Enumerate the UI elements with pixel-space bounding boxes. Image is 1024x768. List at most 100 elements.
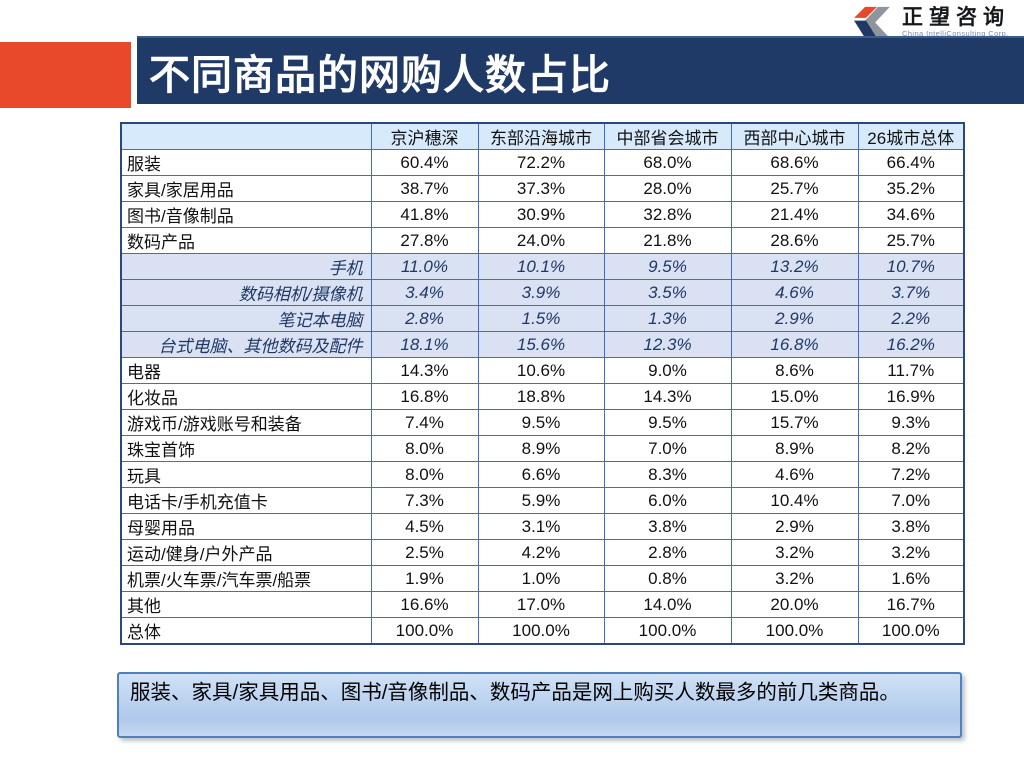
row-label: 数码产品 xyxy=(120,227,372,254)
row-value: 38.7% xyxy=(370,175,479,202)
row-value: 25.7% xyxy=(857,227,965,254)
shopping-share-table: 京沪穗深 东部沿海城市 中部省会城市 西部中心城市 26城市总体 服装 60.4% 72.2… xyxy=(120,122,965,645)
summary-note-box: 服装、家具/家具用品、图书/音像制品、数码产品是网上购买人数最多的前几类商品。 xyxy=(117,672,962,738)
row-value: 10.1% xyxy=(477,253,605,280)
row-value: 3.7% xyxy=(857,279,965,306)
row-value: 11.7% xyxy=(857,357,965,384)
row-value: 3.5% xyxy=(603,279,732,306)
table-row: 图书/音像制品 41.8% 30.9% 32.8% 21.4% 34.6% xyxy=(120,201,965,228)
row-value: 8.6% xyxy=(730,357,859,384)
column-header: 东部沿海城市 xyxy=(477,122,605,150)
row-value: 3.2% xyxy=(730,565,859,592)
row-value: 72.2% xyxy=(477,149,605,176)
column-header: 京沪穗深 xyxy=(370,122,479,150)
row-label: 笔记本电脑 xyxy=(120,305,372,332)
row-value: 15.7% xyxy=(730,409,859,436)
row-value: 16.6% xyxy=(370,591,479,618)
company-logo: 正望咨询 China IntelliConsulting Corp. xyxy=(837,6,1010,39)
row-value: 8.0% xyxy=(370,461,479,488)
page-title: 不同商品的网购人数占比 xyxy=(149,52,611,98)
table-row: 台式电脑、其他数码及配件 18.1% 15.6% 12.3% 16.8% 16.2% xyxy=(120,331,965,358)
row-label: 电器 xyxy=(120,357,372,384)
row-value: 1.3% xyxy=(603,305,732,332)
row-value: 3.9% xyxy=(477,279,605,306)
row-value: 7.0% xyxy=(603,435,732,462)
row-value: 10.7% xyxy=(857,253,965,280)
table-row: 电话卡/手机充值卡 7.3% 5.9% 6.0% 10.4% 7.0% xyxy=(120,487,965,514)
row-value: 1.9% xyxy=(370,565,479,592)
row-label: 机票/火车票/汽车票/船票 xyxy=(120,565,372,592)
table-row: 笔记本电脑 2.8% 1.5% 1.3% 2.9% 2.2% xyxy=(120,305,965,332)
row-value: 11.0% xyxy=(370,253,479,280)
row-value: 12.3% xyxy=(603,331,732,358)
row-label: 图书/音像制品 xyxy=(120,201,372,228)
row-value: 8.0% xyxy=(370,435,479,462)
row-value: 41.8% xyxy=(370,201,479,228)
row-value: 2.8% xyxy=(370,305,479,332)
row-value: 3.1% xyxy=(477,513,605,540)
row-value: 66.4% xyxy=(857,149,965,176)
row-value: 16.8% xyxy=(370,383,479,410)
row-value: 16.2% xyxy=(857,331,965,358)
row-value: 6.0% xyxy=(603,487,732,514)
title-accent-block xyxy=(0,42,131,108)
table-body: 服装 60.4% 72.2% 68.0% 68.6% 66.4% 家具/家居用品 38.7% 3… xyxy=(120,149,965,645)
row-value: 100.0% xyxy=(370,617,479,645)
row-label: 珠宝首饰 xyxy=(120,435,372,462)
row-label: 化妆品 xyxy=(120,383,372,410)
table-row: 珠宝首饰 8.0% 8.9% 7.0% 8.9% 8.2% xyxy=(120,435,965,462)
table-row: 手机 11.0% 10.1% 9.5% 13.2% 10.7% xyxy=(120,253,965,280)
title-bar: 不同商品的网购人数占比 xyxy=(137,36,1024,104)
table-row: 数码产品 27.8% 24.0% 21.8% 28.6% 25.7% xyxy=(120,227,965,254)
table-row: 总体 100.0% 100.0% 100.0% 100.0% 100.0% xyxy=(120,617,965,645)
row-value: 20.0% xyxy=(730,591,859,618)
row-value: 3.8% xyxy=(603,513,732,540)
table-row: 服装 60.4% 72.2% 68.0% 68.6% 66.4% xyxy=(120,149,965,176)
row-value: 17.0% xyxy=(477,591,605,618)
summary-note-text: 服装、家具/家具用品、图书/音像制品、数码产品是网上购买人数最多的前几类商品。 xyxy=(130,681,900,704)
row-value: 4.5% xyxy=(370,513,479,540)
row-value: 2.8% xyxy=(603,539,732,566)
logo-chevrons-icon xyxy=(854,6,890,39)
row-value: 68.0% xyxy=(603,149,732,176)
table-row: 电器 14.3% 10.6% 9.0% 8.6% 11.7% xyxy=(120,357,965,384)
table-row: 玩具 8.0% 6.6% 8.3% 4.6% 7.2% xyxy=(120,461,965,488)
row-value: 4.6% xyxy=(730,279,859,306)
table-row: 母婴用品 4.5% 3.1% 3.8% 2.9% 3.8% xyxy=(120,513,965,540)
row-label: 游戏币/游戏账号和装备 xyxy=(120,409,372,436)
row-value: 5.9% xyxy=(477,487,605,514)
logo-company-subtitle: China IntelliConsulting Corp. xyxy=(902,29,1009,39)
row-value: 24.0% xyxy=(477,227,605,254)
row-value: 1.5% xyxy=(477,305,605,332)
row-label: 家具/家居用品 xyxy=(120,175,372,202)
row-value: 7.4% xyxy=(370,409,479,436)
row-value: 18.1% xyxy=(370,331,479,358)
table-header-row: 京沪穗深 东部沿海城市 中部省会城市 西部中心城市 26城市总体 xyxy=(120,122,965,150)
column-header: 26城市总体 xyxy=(857,122,965,150)
table-row: 家具/家居用品 38.7% 37.3% 28.0% 25.7% 35.2% xyxy=(120,175,965,202)
row-value: 68.6% xyxy=(730,149,859,176)
row-value: 15.6% xyxy=(477,331,605,358)
row-value: 13.2% xyxy=(730,253,859,280)
row-value: 9.5% xyxy=(603,409,732,436)
row-value: 8.9% xyxy=(477,435,605,462)
row-value: 28.6% xyxy=(730,227,859,254)
row-value: 32.8% xyxy=(603,201,732,228)
row-value: 9.3% xyxy=(857,409,965,436)
row-label: 其他 xyxy=(120,591,372,618)
row-value: 6.6% xyxy=(477,461,605,488)
row-value: 9.0% xyxy=(603,357,732,384)
row-value: 2.9% xyxy=(730,305,859,332)
row-value: 30.9% xyxy=(477,201,605,228)
row-value: 60.4% xyxy=(370,149,479,176)
row-value: 7.2% xyxy=(857,461,965,488)
row-value: 1.6% xyxy=(857,565,965,592)
row-value: 9.5% xyxy=(477,409,605,436)
column-header: 中部省会城市 xyxy=(603,122,732,150)
row-value: 0.8% xyxy=(603,565,732,592)
row-value: 100.0% xyxy=(730,617,859,645)
table-row: 机票/火车票/汽车票/船票 1.9% 1.0% 0.8% 3.2% 1.6% xyxy=(120,565,965,592)
logo-company-name: 正望咨询 xyxy=(902,5,1010,29)
row-label: 玩具 xyxy=(120,461,372,488)
row-value: 4.6% xyxy=(730,461,859,488)
